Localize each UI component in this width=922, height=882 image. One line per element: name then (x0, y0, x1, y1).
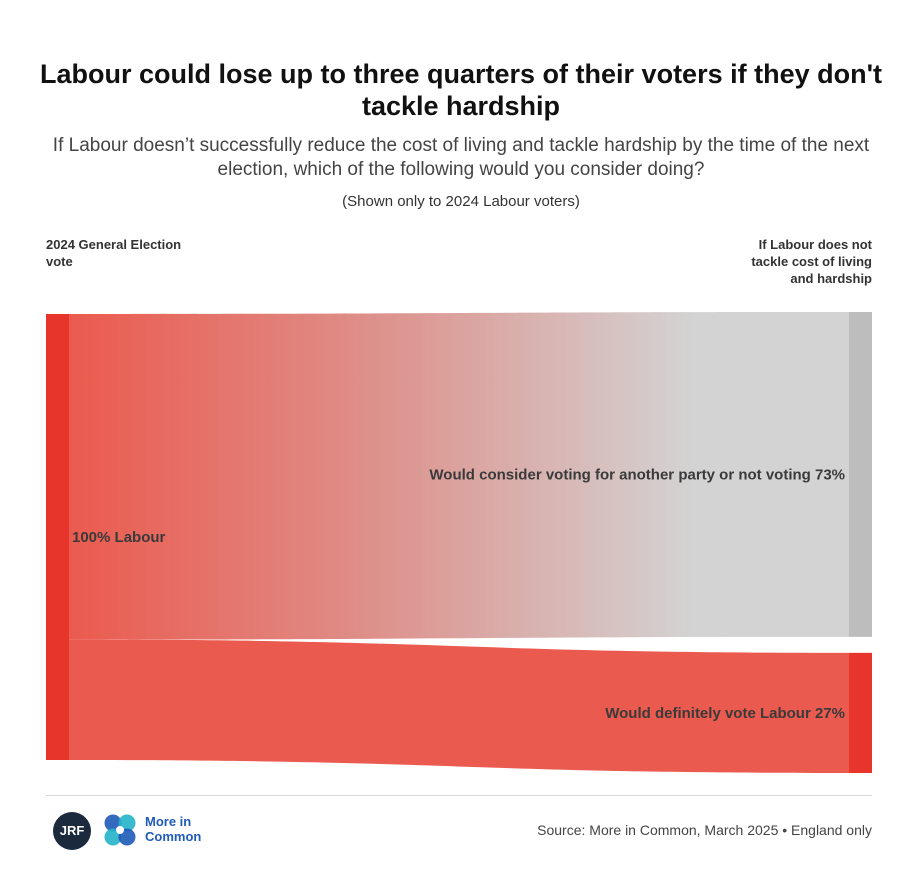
flow-label-0: Would consider voting for another party … (429, 466, 845, 483)
source-node-label: 100% Labour (72, 529, 166, 546)
chart-note: (Shown only to 2024 Labour voters) (342, 193, 580, 210)
target-node-1 (849, 652, 872, 773)
jrf-logo: JRF (53, 812, 91, 850)
more-in-common-logo-icon (104, 814, 136, 846)
right-column-label: If Labour does not tackle cost of living… (751, 237, 872, 286)
left-column-label: 2024 General Election vote (46, 237, 182, 269)
chart-subtitle: If Labour doesn’t successfully reduce th… (52, 135, 870, 180)
source-text: Source: More in Common, March 2025 • Eng… (537, 822, 872, 838)
footer-divider (46, 795, 872, 796)
mic-text-line2: Common (145, 829, 202, 844)
more-in-common-logo-text: More in Common (145, 814, 201, 844)
target-node-0 (849, 312, 872, 637)
mic-text-line1: More in (145, 814, 192, 829)
chart-title: Labour could lose up to three quarters o… (40, 59, 882, 121)
source-node-labour (46, 314, 69, 760)
flow-0 (69, 312, 849, 640)
flow-label-1: Would definitely vote Labour 27% (605, 705, 845, 722)
flow-1 (69, 639, 849, 773)
